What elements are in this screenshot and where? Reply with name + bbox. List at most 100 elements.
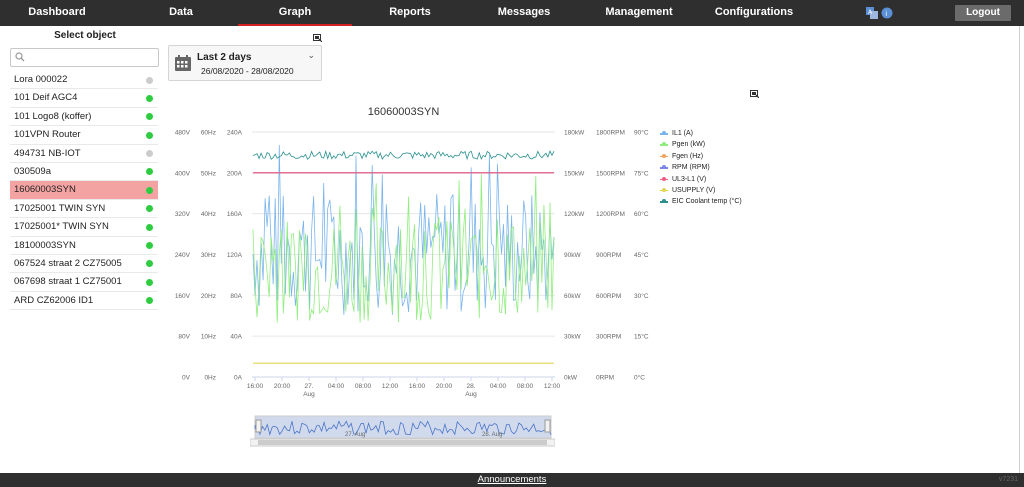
- y-tick-label: 30Hz: [201, 252, 216, 259]
- navigator-label: 27. Aug: [345, 432, 365, 438]
- legend-item[interactable]: RPM (RPM): [658, 162, 742, 173]
- nav-configurations[interactable]: Configurations: [714, 6, 794, 18]
- list-item[interactable]: 16060003SYN: [10, 181, 158, 200]
- nav-data[interactable]: Data: [169, 6, 193, 18]
- sidebar-title: Select object: [54, 30, 116, 41]
- status-dot: [146, 278, 153, 286]
- list-item[interactable]: 101 Logo8 (koffer): [10, 108, 158, 127]
- x-tick-label: 28. Aug: [465, 383, 477, 398]
- nav-messages[interactable]: Messages: [497, 6, 551, 18]
- y-tick-label: 10Hz: [201, 334, 216, 341]
- object-label: ARD CZ62006 ID1: [14, 294, 94, 306]
- info-icon[interactable]: i: [881, 7, 893, 19]
- legend-label: IL1 (A): [672, 130, 694, 137]
- calendar-icon: [175, 55, 191, 71]
- list-item[interactable]: 494731 NB-IOT: [10, 145, 158, 163]
- y-tick-label: 90kW: [564, 252, 581, 259]
- y-tick-label: 75°C: [634, 169, 649, 177]
- object-label: 030509a: [14, 165, 51, 177]
- y-tick-label: 40Hz: [201, 211, 216, 218]
- status-dot: [146, 260, 153, 268]
- legend-marker: [662, 176, 666, 181]
- y-tick-label: 300RPM: [596, 334, 621, 341]
- legend-item[interactable]: UL3-L1 (V): [658, 174, 742, 185]
- legend-item[interactable]: Pgen (kW): [658, 139, 742, 150]
- list-item[interactable]: ARD CZ62006 ID1: [10, 292, 158, 311]
- time-navigator[interactable]: 27. Aug 28. Aug: [250, 415, 555, 447]
- status-dot: [146, 113, 153, 121]
- legend-item[interactable]: USUPPLY (V): [658, 185, 742, 196]
- status-dot: [146, 205, 153, 213]
- export-icon[interactable]: [313, 34, 322, 42]
- legend-item[interactable]: IL1 (A): [658, 128, 742, 139]
- chart-export-icon[interactable]: [750, 90, 759, 98]
- y-tick-label: 1200RPM: [596, 211, 625, 218]
- object-label: 17025001 TWIN SYN: [14, 202, 106, 214]
- y-tick-label: 480V: [175, 130, 191, 137]
- nav-graph[interactable]: Graph: [238, 0, 352, 26]
- chart-title: 16060003SYN: [368, 106, 440, 118]
- series-line: [252, 174, 555, 323]
- legend-item[interactable]: Fgen (Hz): [658, 151, 742, 162]
- object-label: Lora 000022: [14, 74, 68, 85]
- list-item[interactable]: 067524 straat 2 CZ75005: [10, 255, 158, 274]
- announcements-link[interactable]: Announcements: [477, 474, 547, 485]
- date-range-selector[interactable]: Last 2 days 26/08/2020 - 28/08/2020 ⌄: [168, 45, 322, 81]
- y-tick-label: 180kW: [564, 130, 585, 137]
- x-tick-label: 20:00: [274, 383, 291, 390]
- date-range-title: Last 2 days: [197, 52, 252, 63]
- list-item[interactable]: 101VPN Router: [10, 126, 158, 145]
- date-range-value: 26/08/2020 - 28/08/2020: [201, 66, 294, 76]
- list-item[interactable]: 101 Deif AGC4: [10, 89, 158, 108]
- status-dot: [146, 223, 153, 231]
- status-dot: [146, 168, 153, 176]
- search-input[interactable]: [10, 48, 159, 67]
- status-dot: [146, 150, 153, 158]
- y-tick-label: 1500RPM: [596, 170, 625, 177]
- nav-management[interactable]: Management: [605, 6, 673, 18]
- list-item[interactable]: 067698 straat 1 CZ75001: [10, 273, 158, 292]
- legend-marker: [662, 142, 666, 147]
- y-tick-label: 120A: [227, 252, 243, 259]
- legend-label: Pgen (kW): [672, 141, 706, 149]
- y-tick-label: 0°C: [634, 374, 645, 382]
- nav-reports[interactable]: Reports: [389, 6, 431, 18]
- x-tick-label: 20:00: [436, 383, 453, 390]
- navigator-label: 28. Aug: [482, 432, 502, 438]
- top-navigation-bar: Dashboard Data Graph Reports Messages Ma…: [0, 0, 1024, 26]
- list-item[interactable]: 18100003SYN: [10, 237, 158, 255]
- object-label: 067524 straat 2 CZ75005: [14, 257, 122, 269]
- logout-button[interactable]: Logout: [955, 5, 1011, 21]
- x-tick-label: 08:00: [517, 383, 534, 390]
- x-tick-label: 04:00: [328, 383, 345, 390]
- list-item[interactable]: Lora 000022: [10, 71, 158, 90]
- y-tick-label: 80A: [230, 293, 242, 300]
- nav-dashboard[interactable]: Dashboard: [28, 6, 86, 18]
- legend-marker: [662, 187, 666, 192]
- x-tick-label: 16:00: [409, 383, 426, 390]
- y-tick-label: 45°C: [634, 251, 649, 259]
- y-tick-label: 0kW: [564, 375, 578, 382]
- chart-legend: IL1 (A) Pgen (kW) Fgen (Hz) RPM (RPM) UL3-L1…: [658, 128, 742, 208]
- list-item[interactable]: 030509a: [10, 163, 158, 182]
- status-dot: [146, 297, 153, 305]
- x-tick-label: 04:00: [490, 383, 507, 390]
- legend-label: USUPPLY (V): [672, 186, 716, 194]
- object-label: 18100003SYN: [14, 239, 76, 251]
- chevron-down-icon: ⌄: [307, 50, 315, 60]
- y-tick-label: 0V: [182, 375, 191, 382]
- version-label: v7231: [998, 476, 1018, 483]
- list-item[interactable]: 17025001 TWIN SYN: [10, 200, 158, 219]
- y-tick-label: 600RPM: [596, 293, 621, 300]
- legend-item[interactable]: EIC Coolant temp (°C): [658, 196, 742, 207]
- navigator-window: [254, 415, 552, 439]
- line-chart: 16060003SYN 480V 400V 320V 240V 160V 80V 0V 60Hz…: [175, 106, 649, 398]
- x-tick-label: 16:00: [247, 383, 264, 390]
- legend-marker: [662, 199, 666, 204]
- x-tick-label: 12:00: [544, 383, 561, 390]
- translate-icon[interactable]: A: [866, 7, 878, 19]
- list-item[interactable]: 17025001* TWIN SYN: [10, 218, 158, 237]
- legend-marker: [662, 131, 666, 135]
- y-tick-label: 0Hz: [204, 375, 216, 382]
- x-tick-label: 12:00: [382, 383, 399, 390]
